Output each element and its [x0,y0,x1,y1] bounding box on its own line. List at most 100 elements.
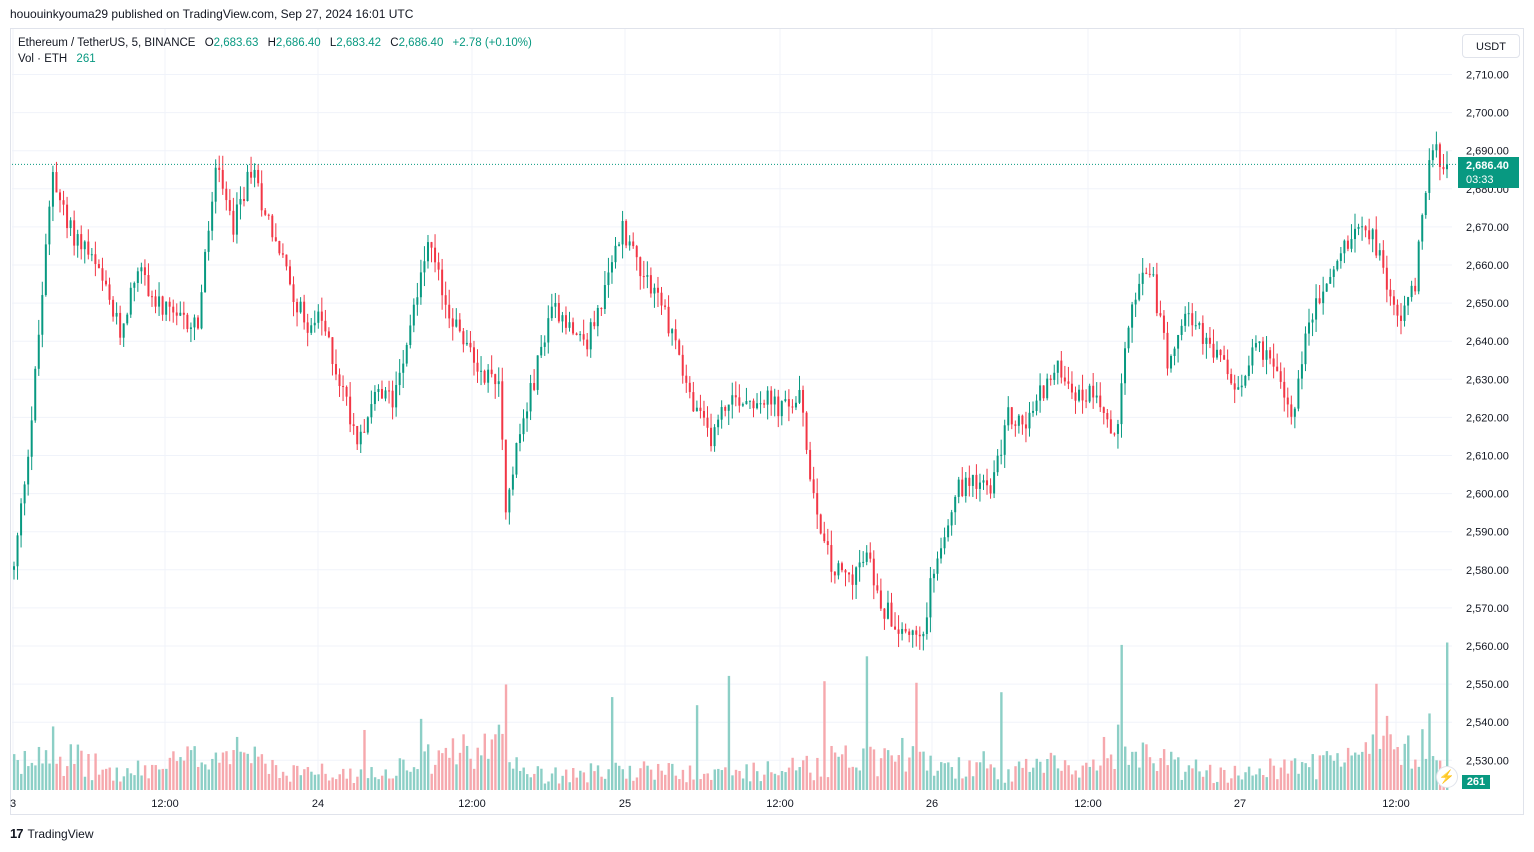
candle-body [1085,400,1088,402]
volume-bar [826,777,830,790]
candle-body [281,253,284,255]
volume-bar [678,779,681,790]
candle-body [812,479,815,494]
candle-body [409,325,412,346]
volume-label[interactable]: Vol · ETH [18,53,68,65]
symbol-name[interactable]: Ethereum / TetherUS, 5, BINANCE [18,37,196,49]
volume-bar [1223,769,1226,790]
candle-body [823,533,826,542]
candle-body [1371,229,1374,240]
candle-body [324,320,327,332]
tradingview-logo[interactable]: 17 TradingView [10,826,94,841]
candle-body [653,287,656,294]
candle-body [717,419,720,428]
candle-body [27,456,30,485]
candle-body [1067,381,1070,384]
volume-bar [1357,754,1360,790]
candle-body [688,382,691,393]
lightning-icon[interactable]: ⚡ [1436,766,1458,788]
volume-bar [1134,751,1138,790]
volume-bar [607,769,610,790]
currency-button[interactable]: USDT [1462,34,1520,58]
candle-body [593,322,596,327]
candle-body [869,552,872,559]
candle-body [816,493,819,515]
volume-bar [1297,773,1300,790]
volume-bar [69,744,73,790]
candle-body [886,602,889,619]
candle-body [1056,360,1059,373]
volume-bar [412,767,416,790]
candle-body [101,268,104,281]
volume-bar [688,765,692,790]
candle-body [434,247,437,263]
volume-bar [1166,765,1169,790]
candle-body [1155,274,1158,314]
candle-body [1134,299,1137,305]
volume-bar [1407,735,1410,790]
candle-body [490,369,493,375]
volume-bar [798,767,801,790]
volume-bar [802,760,805,790]
candle-body [766,390,769,405]
volume-bar [1148,757,1152,790]
candle-body [497,381,500,385]
candle-body [296,301,299,313]
volume-bar [264,763,267,790]
volume-bar [830,745,833,790]
volume-bar [271,759,274,790]
candle-body [317,311,320,323]
candle-body [1039,385,1042,401]
volume-bar [996,779,1000,790]
volume-bar [469,758,472,790]
candle-body [678,340,681,355]
volume-bar [455,764,458,790]
volume-bar [1375,683,1378,790]
volume-bar [324,773,327,790]
volume-bar [472,768,476,790]
candle-body [932,573,935,579]
volume-bar [865,656,869,790]
volume-bar [193,746,196,790]
volume-bar [575,777,578,790]
volume-bar [76,744,80,790]
candle-body [826,541,829,546]
candle-body [1010,407,1013,425]
candle-body [1177,334,1180,349]
volume-bar [44,750,48,790]
candle-body [1329,276,1332,284]
volume-bar [34,765,37,790]
volume-bar [819,776,823,790]
volume-bar [1378,748,1382,790]
volume-bar [610,697,614,790]
volume-bar [734,769,738,790]
volume-bar [1389,734,1392,790]
candle-body [1127,327,1130,349]
volume-bar [642,761,646,790]
candle-body [338,374,341,387]
candlesticks [13,131,1448,651]
candle-body [80,234,83,250]
candle-body [833,571,836,576]
candle-body [1315,298,1318,320]
candle-body [840,563,843,571]
candle-body [37,334,40,369]
candle-body [872,558,875,586]
candle-body [671,329,674,334]
volume-bar [1364,742,1368,790]
volume-bar [250,763,253,790]
volume-bar [363,729,366,790]
candle-body [373,391,376,405]
candle-body [550,306,553,319]
volume-bar [922,751,925,790]
volume-bar [1053,755,1056,790]
candle-body [186,314,189,329]
candle-body [628,241,631,246]
candle-body [1088,385,1091,402]
candle-body [55,172,58,193]
volume-bar [126,768,129,790]
volume-bar [66,766,69,790]
volume-bar [1173,759,1176,790]
volume-bar [214,752,218,790]
